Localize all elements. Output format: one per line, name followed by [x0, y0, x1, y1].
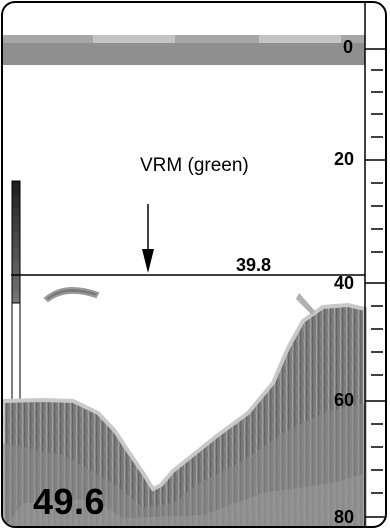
depth-label-60: 60 — [334, 390, 355, 410]
depth-label-20: 20 — [334, 149, 355, 169]
vrm-annotation: VRM (green) — [140, 155, 249, 176]
depth-scale-ticks — [365, 48, 385, 518]
depth-readout: 49.6 — [33, 481, 106, 522]
vrm-depth-value: 39.8 — [236, 255, 272, 275]
depth-label-80: 80 — [334, 507, 355, 527]
depth-label-0: 0 — [343, 37, 354, 57]
faint-echo — [296, 293, 315, 315]
fish-school — [43, 287, 100, 303]
depth-label-40: 40 — [334, 273, 355, 293]
echogram-canvas — [3, 3, 385, 526]
